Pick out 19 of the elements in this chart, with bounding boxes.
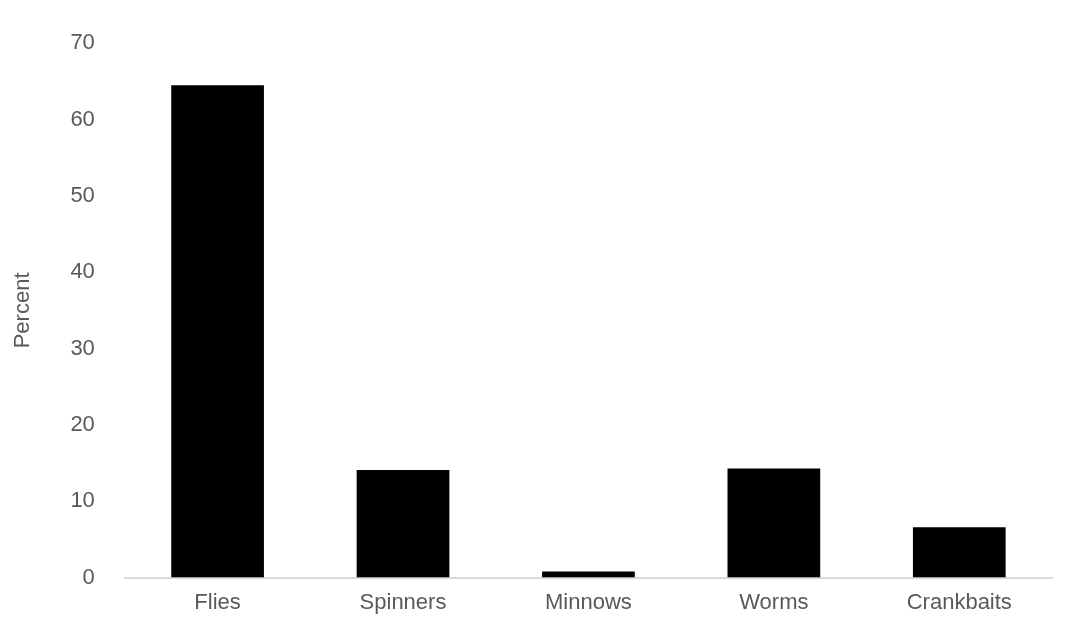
y-tick-label: 40 [70,258,95,284]
x-tick-label: Flies [194,588,241,614]
bar [171,85,264,578]
y-tick-label: 50 [70,181,95,207]
bar [356,469,450,578]
y-tick-label: 60 [70,105,95,131]
y-tick-label: 0 [82,563,95,589]
x-tick-label: Minnows [545,588,632,614]
x-tick-label: Worms [739,588,809,614]
bar [727,468,821,578]
y-tick-label: 10 [70,487,95,513]
bar [542,571,635,578]
x-tick-label: Spinners [359,588,447,614]
y-tick-label: 70 [70,29,95,55]
bar [912,527,1006,578]
x-tick-label: Crankbaits [906,588,1012,614]
y-tick-label: 20 [70,410,95,436]
y-tick-label: 30 [70,334,95,360]
y-axis-title: Percent [9,272,35,349]
